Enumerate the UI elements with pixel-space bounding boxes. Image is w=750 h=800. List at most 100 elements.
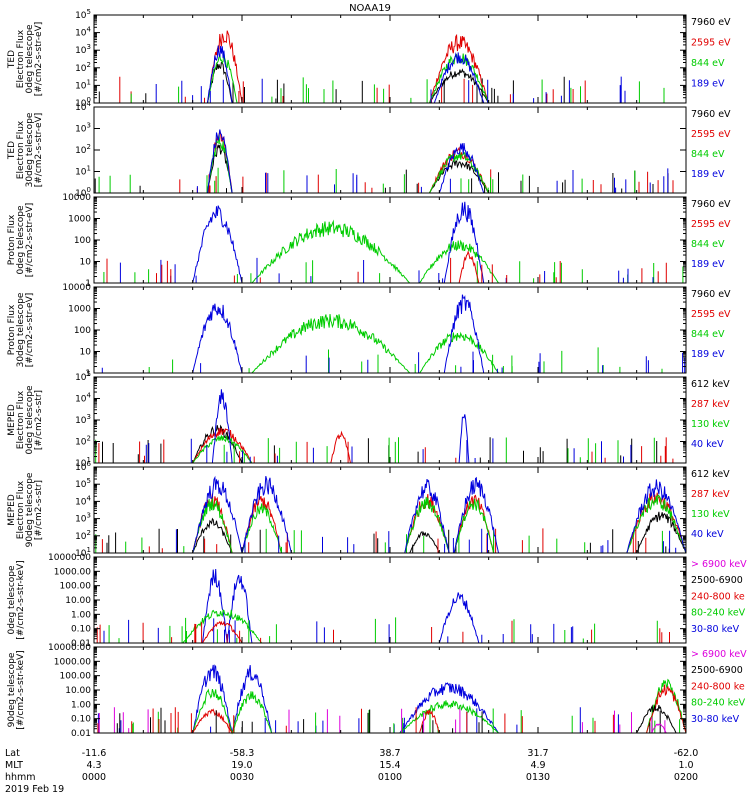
legend-entry: 240-800 ke bbox=[691, 591, 745, 602]
series-spikes-2 bbox=[95, 528, 664, 553]
panel-4-ylabel: Proton Flux bbox=[7, 304, 17, 355]
ytick-label: 103 bbox=[75, 43, 91, 56]
ytick-label: 1.00 bbox=[71, 700, 91, 710]
ytick-label: 0.10 bbox=[71, 625, 91, 635]
ytick-label: 10000.00 bbox=[48, 553, 91, 563]
series-spikes-4 bbox=[98, 707, 666, 733]
legend-entry: 2500-6900 bbox=[691, 575, 743, 586]
xtick-label-hhmm: 0100 bbox=[378, 772, 402, 783]
series-spikes-1 bbox=[101, 528, 647, 553]
legend-entry: 30-80 keV bbox=[691, 714, 740, 725]
xtick-label-lat: 38.7 bbox=[379, 748, 400, 759]
series-spikes-1 bbox=[132, 708, 681, 733]
series-spikes-0 bbox=[103, 260, 684, 283]
legend-entry: 2595 eV bbox=[691, 219, 731, 230]
legend-entry: 80-240 keV bbox=[691, 698, 746, 709]
panel-1-ylabel: Electron Flux bbox=[16, 29, 26, 88]
panel-5-frame bbox=[93, 376, 687, 464]
xtick-label-hhmm: 0200 bbox=[674, 772, 698, 783]
xtick-label-mlt: 19.0 bbox=[231, 760, 252, 771]
panel-7: 0.01 0.10 1.00 10.00 100.00 1000.00 10000.00 0d… bbox=[7, 553, 747, 649]
xtick-label-lat: -62.0 bbox=[674, 748, 699, 759]
panel-2-ylabel: Electron Flux bbox=[16, 120, 26, 179]
series-844-ev bbox=[207, 134, 490, 194]
panel-8: 0.01 0.10 1.00 10.00 100.00 1000.00 10000.00 90… bbox=[7, 643, 747, 739]
panel-5-ylabel: [#/cm2-s-str] bbox=[34, 390, 44, 450]
series-spikes-3 bbox=[175, 528, 677, 553]
panel-5-traces bbox=[95, 389, 674, 464]
series-30-80-kev bbox=[202, 568, 480, 644]
series-spikes-0 bbox=[97, 707, 619, 733]
ytick-label: 102 bbox=[75, 435, 91, 448]
ytick-label: 100 bbox=[74, 326, 91, 336]
ytick-label: 104 bbox=[75, 26, 91, 39]
ytick-label: 1 bbox=[85, 369, 91, 379]
panel-8-traces bbox=[97, 664, 687, 735]
ytick-label: 103 bbox=[75, 413, 91, 426]
panel-5-ylabel: 0deg telescope bbox=[25, 385, 35, 455]
legend-entry: 612 keV bbox=[691, 469, 730, 480]
xtick-label-hhmm: 0030 bbox=[230, 772, 254, 783]
series-287-kev bbox=[192, 427, 351, 464]
ytick-label: 10 bbox=[80, 348, 92, 358]
series-2500-6900 bbox=[636, 704, 677, 734]
legend-entry: 844 eV bbox=[691, 58, 725, 69]
series-240-800-ke bbox=[192, 684, 687, 734]
legend-entry: 130 keV bbox=[691, 509, 730, 520]
ytick-label: 1000.00 bbox=[54, 657, 91, 667]
panel-6-traces bbox=[95, 475, 687, 554]
legend-entry: 189 eV bbox=[691, 169, 725, 180]
series-spikes-2 bbox=[98, 167, 636, 193]
legend-entry: 30-80 keV bbox=[691, 624, 740, 635]
xtick-label-mlt: 1.0 bbox=[678, 760, 693, 771]
legend-entry: 2595 eV bbox=[691, 37, 731, 48]
legend-entry: 2500-6900 bbox=[691, 665, 743, 676]
legend-entry: 40 keV bbox=[691, 439, 724, 450]
series-spikes-0 bbox=[148, 347, 663, 373]
series-189-ev bbox=[192, 201, 485, 284]
series-spikes-1 bbox=[108, 617, 658, 643]
series-2595-ev bbox=[458, 250, 480, 284]
panel-6-frame bbox=[93, 466, 687, 554]
ytick-label: 10.00 bbox=[65, 686, 91, 696]
panel-4-frame bbox=[93, 286, 687, 374]
ytick-label: 100.00 bbox=[60, 582, 92, 592]
series-spikes-1 bbox=[101, 351, 686, 373]
series-spikes-2 bbox=[97, 707, 614, 733]
series-844-ev bbox=[251, 314, 499, 374]
series-spikes-2 bbox=[96, 620, 670, 643]
panel-6-ylabel: Electron Flux bbox=[16, 480, 26, 539]
ytick-label: 103 bbox=[75, 122, 91, 135]
panel-6-ylabel: 90deg telescope bbox=[25, 472, 35, 547]
panel-2-ylabel: 30deg telescope bbox=[25, 112, 35, 187]
series-spikes-1 bbox=[179, 169, 674, 193]
panel-3-frame bbox=[93, 196, 687, 284]
panel-3: 1 10 100 1000 10000 Proton Flux 0deg telescope… bbox=[7, 193, 731, 289]
series-130-kev bbox=[192, 494, 687, 554]
panel-6-ylabel: MEPED bbox=[7, 494, 17, 526]
ytick-label: 10000 bbox=[62, 193, 91, 203]
panel-7-traces bbox=[96, 568, 670, 644]
panel-1-ylabel: 0deg telescope bbox=[25, 24, 35, 94]
panel-3-traces bbox=[103, 201, 684, 284]
xaxis-row-label-lat: Lat bbox=[5, 748, 20, 759]
series-spikes-0 bbox=[98, 76, 565, 103]
legend-entry: 189 eV bbox=[691, 78, 725, 89]
panel-2-ylabel: [#/cm2-s-str-eV] bbox=[34, 113, 44, 188]
panel-3-ylabel: 0deg telescope bbox=[16, 205, 26, 275]
legend-entry: > 6900 keV bbox=[691, 559, 747, 570]
series-30-80-kev bbox=[192, 664, 499, 734]
xtick-label-lat: -11.6 bbox=[82, 748, 107, 759]
legend-entry: 189 eV bbox=[691, 259, 725, 270]
legend-entry: 240-800 ke bbox=[691, 681, 745, 692]
ytick-label: 0.10 bbox=[71, 715, 91, 725]
panel-3-ylabel: Proton Flux bbox=[7, 214, 17, 265]
series-189-ev bbox=[207, 45, 485, 104]
ytick-label: 101 bbox=[75, 165, 91, 178]
panel-4: 1 10 100 1000 10000 Proton Flux 30deg telescop… bbox=[7, 283, 731, 379]
xtick-label-hhmm: 0000 bbox=[82, 772, 106, 783]
